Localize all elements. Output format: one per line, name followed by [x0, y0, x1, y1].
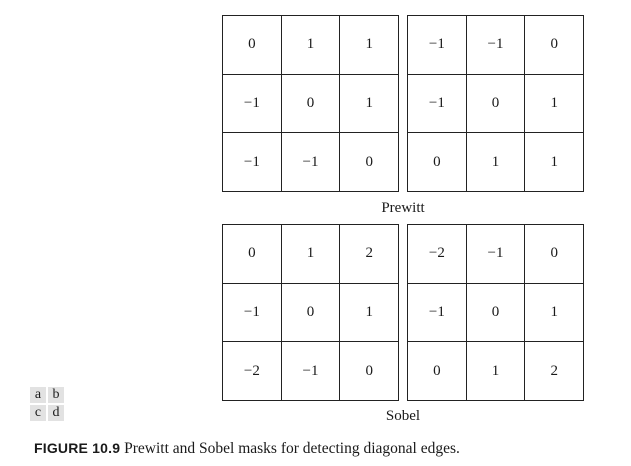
mask-cell: 2 — [525, 342, 585, 402]
panel-letter-d: d — [48, 405, 64, 421]
mask-cell: 0 — [525, 225, 585, 284]
mask-cell: 1 — [525, 133, 585, 193]
mask-cell: −1 — [223, 133, 282, 193]
sobel-mask-c: 0 1 2 −1 0 1 −2 −1 0 — [222, 224, 400, 402]
mask-cell: 2 — [340, 225, 400, 284]
figure-caption-text: Prewitt and Sobel masks for detecting di… — [124, 440, 460, 457]
mask-cell: 0 — [525, 16, 585, 75]
mask-cell: −1 — [223, 283, 282, 343]
mask-cell: 0 — [281, 283, 341, 343]
prewitt-label: Prewitt — [381, 200, 425, 216]
mask-cell: 0 — [223, 225, 282, 284]
figure-caption: FIGURE 10.9 Prewitt and Sobel masks for … — [34, 440, 460, 458]
sobel-label: Sobel — [385, 408, 421, 424]
mask-cell: 0 — [408, 133, 467, 193]
mask-cell: −2 — [223, 342, 282, 402]
mask-cell: −2 — [408, 225, 467, 284]
prewitt-mask-b: −1 −1 0 −1 0 1 0 1 1 — [407, 15, 585, 193]
panel-letter-c: c — [30, 405, 46, 421]
prewitt-mask-a: 0 1 1 −1 0 1 −1 −1 0 — [222, 15, 400, 193]
panel-letter-key: a b c d — [30, 387, 64, 421]
mask-cell: 1 — [466, 342, 526, 402]
mask-cell: 0 — [340, 133, 400, 193]
mask-cell: 0 — [281, 74, 341, 134]
sobel-mask-d: −2 −1 0 −1 0 1 0 1 2 — [407, 224, 585, 402]
panel-letter-a: a — [30, 387, 46, 403]
mask-cell: 1 — [340, 74, 400, 134]
mask-cell: 0 — [466, 74, 526, 134]
mask-cell: 1 — [525, 283, 585, 343]
mask-cell: −1 — [408, 283, 467, 343]
mask-cell: 1 — [525, 74, 585, 134]
mask-cell: 1 — [281, 16, 341, 75]
mask-cell: −1 — [408, 16, 467, 75]
mask-cell: 1 — [466, 133, 526, 193]
mask-cell: −1 — [281, 133, 341, 193]
mask-cell: −1 — [466, 16, 526, 75]
figure-label: FIGURE 10.9 — [34, 440, 121, 456]
mask-cell: 0 — [340, 342, 400, 402]
mask-cell: 0 — [223, 16, 282, 75]
mask-cell: −1 — [281, 342, 341, 402]
mask-cell: −1 — [408, 74, 467, 134]
mask-cell: 1 — [281, 225, 341, 284]
mask-cell: 1 — [340, 283, 400, 343]
mask-cell: −1 — [223, 74, 282, 134]
mask-cell: 1 — [340, 16, 400, 75]
mask-cell: −1 — [466, 225, 526, 284]
panel-letter-b: b — [48, 387, 64, 403]
mask-cell: 0 — [466, 283, 526, 343]
mask-cell: 0 — [408, 342, 467, 402]
